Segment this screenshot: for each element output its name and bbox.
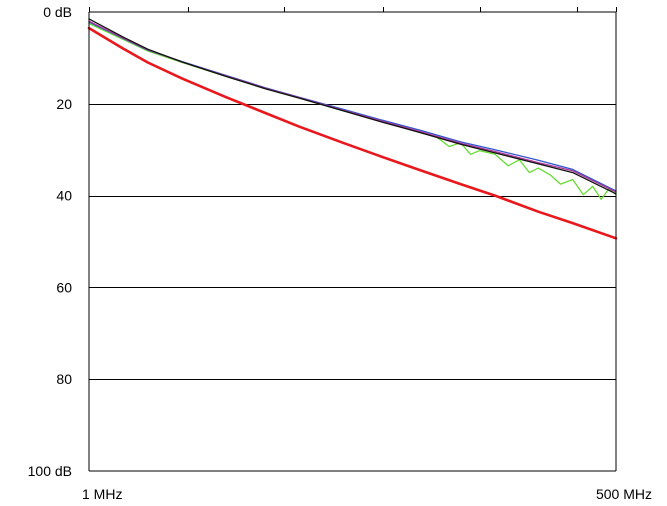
gridlines (89, 104, 616, 380)
y-tick-labels: 0 dB 20 40 60 80 100 dB (28, 4, 73, 479)
y-tick-label-0: 0 dB (43, 4, 72, 20)
series-layer (87, 18, 618, 240)
y-tick-label-1: 20 (56, 96, 72, 112)
x-tick-labels: 1 MHz 500 MHz (82, 486, 652, 502)
y-tick-label-4: 80 (56, 371, 72, 387)
x-tick-label-1: 500 MHz (596, 486, 652, 502)
y-tick-label-3: 60 (56, 279, 72, 295)
top-tick-marks (89, 7, 617, 12)
plot-background (89, 12, 616, 471)
x-tick-label-0: 1 MHz (82, 486, 122, 502)
series-line-0 (87, 26, 618, 240)
y-tick-label-2: 40 (56, 188, 72, 204)
series-line-4 (88, 18, 617, 195)
y-tick-label-5: 100 dB (28, 463, 72, 479)
